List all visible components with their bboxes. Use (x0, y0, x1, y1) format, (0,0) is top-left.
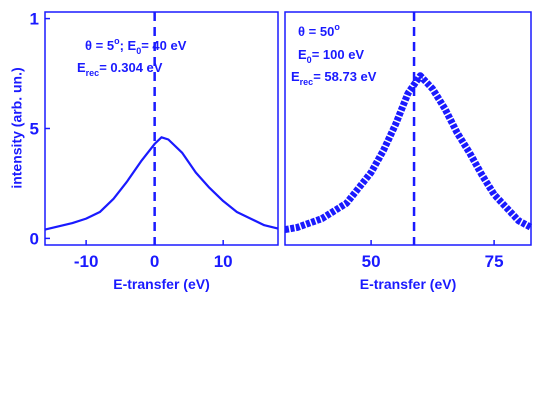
x-axis-label: E-transfer (eV) (360, 276, 456, 292)
y-axis-label: intensity (arb. un.) (9, 67, 25, 188)
data-line (44, 136, 279, 231)
annotation: E0= 100 eV (298, 47, 364, 65)
plot-frame (284, 11, 532, 246)
x-tick-label: -10 (74, 252, 99, 271)
annotation: θ = 5o; E0= 40 eV (85, 36, 187, 56)
x-tick-label: 10 (214, 252, 233, 271)
y-tick-label: 5 (30, 120, 39, 139)
annotation: Erec= 58.73 eV (291, 69, 377, 87)
y-tick-label: 1 (30, 10, 39, 29)
annotation: Erec= 0.304 eV (77, 60, 163, 78)
x-tick-label: 50 (362, 252, 381, 271)
data-line (284, 72, 533, 234)
y-tick-label: 0 (30, 229, 39, 248)
x-tick-label: 75 (485, 252, 504, 271)
annotation: θ = 50o (298, 22, 340, 39)
x-tick-label: 0 (150, 252, 159, 271)
x-axis-label: E-transfer (eV) (113, 276, 209, 292)
